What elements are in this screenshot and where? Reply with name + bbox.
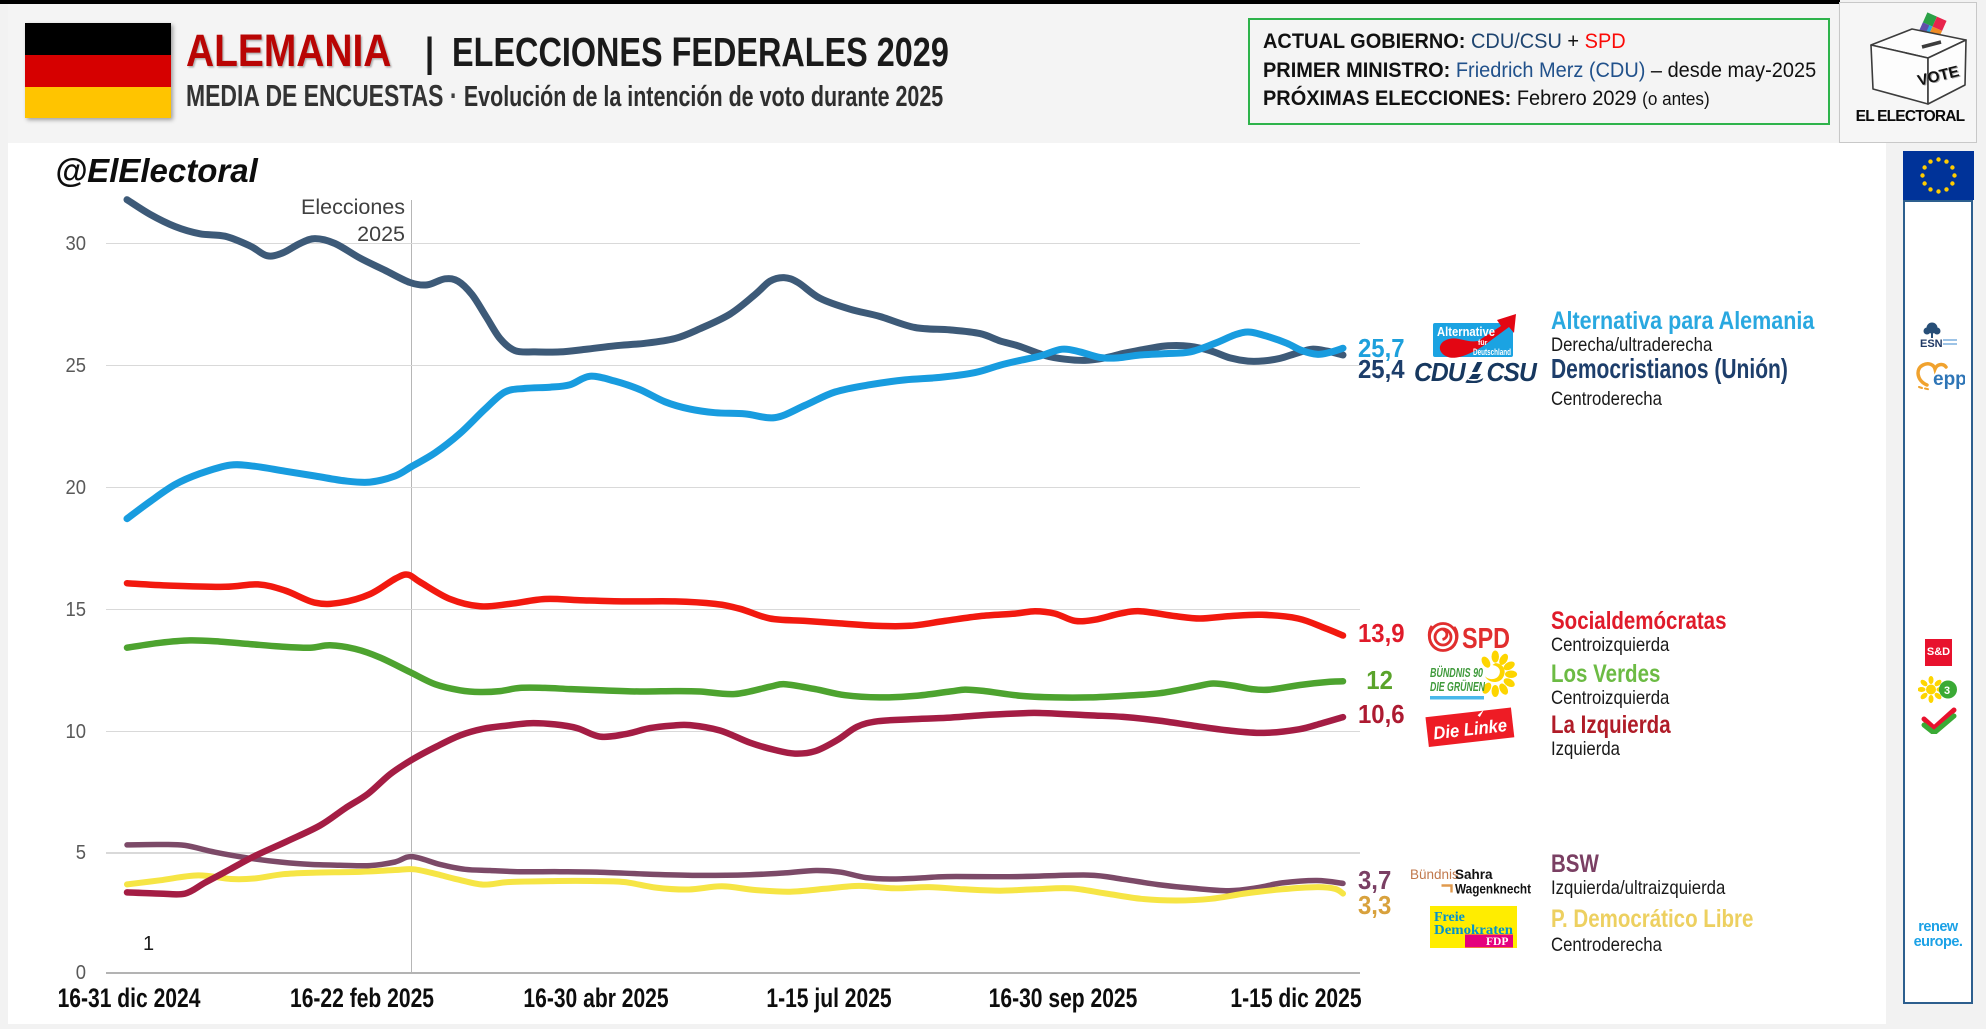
- svg-text:DIE GRÜNEN: DIE GRÜNEN: [1430, 679, 1485, 694]
- svg-text:Freie: Freie: [1434, 910, 1465, 925]
- svg-text:epp: epp: [1933, 369, 1965, 390]
- svg-text:Demokraten: Demokraten: [1434, 923, 1513, 938]
- svg-text:FDP: FDP: [1486, 936, 1508, 948]
- svg-text:BÜNDNIS 90: BÜNDNIS 90: [1430, 665, 1484, 680]
- svg-text:Sahra: Sahra: [1455, 867, 1493, 882]
- svg-text:ESN: ESN: [1920, 338, 1943, 350]
- svg-text:Deutschland: Deutschland: [1473, 347, 1511, 358]
- svg-text:Wagenknecht: Wagenknecht: [1455, 882, 1531, 897]
- svg-text:Bündnis: Bündnis: [1410, 867, 1459, 882]
- svg-text:EL ELECTORAL: EL ELECTORAL: [1856, 108, 1965, 125]
- svg-text:SPD: SPD: [1462, 623, 1510, 655]
- svg-text:3: 3: [1944, 685, 1950, 697]
- svg-text:Alternative: Alternative: [1437, 325, 1495, 339]
- svg-text:für: für: [1478, 340, 1488, 347]
